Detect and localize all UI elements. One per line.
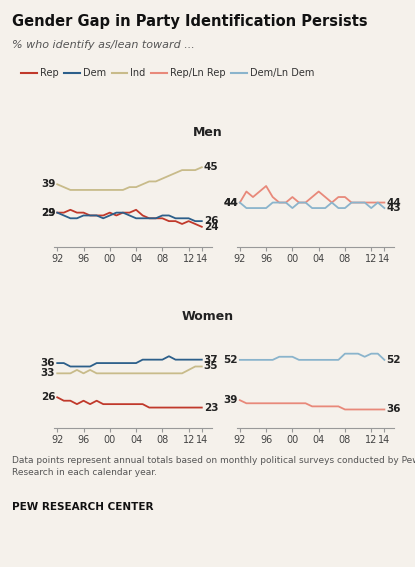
Text: 37: 37	[204, 354, 218, 365]
Text: 35: 35	[204, 362, 218, 371]
Text: 39: 39	[224, 395, 238, 405]
Text: 44: 44	[223, 197, 238, 208]
Text: 23: 23	[204, 403, 218, 413]
Legend: Rep, Dem, Ind, Rep/Ln Rep, Dem/Ln Dem: Rep, Dem, Ind, Rep/Ln Rep, Dem/Ln Dem	[17, 65, 318, 82]
Text: 33: 33	[41, 369, 55, 378]
Text: 29: 29	[41, 208, 55, 218]
Text: 39: 39	[41, 179, 55, 189]
Text: 44: 44	[223, 197, 238, 208]
Text: 36: 36	[41, 358, 55, 368]
Text: Data points represent annual totals based on monthly political surveys conducted: Data points represent annual totals base…	[12, 456, 415, 477]
Text: 26: 26	[41, 392, 55, 403]
Text: 26: 26	[204, 216, 218, 226]
Text: 45: 45	[204, 162, 218, 172]
Text: 36: 36	[386, 404, 401, 414]
Text: 29: 29	[41, 208, 55, 218]
Text: Men: Men	[193, 126, 222, 139]
Text: Gender Gap in Party Identification Persists: Gender Gap in Party Identification Persi…	[12, 14, 368, 29]
Text: Women: Women	[181, 310, 234, 323]
Text: % who identify as/lean toward ...: % who identify as/lean toward ...	[12, 40, 195, 50]
Text: 43: 43	[386, 203, 401, 213]
Text: PEW RESEARCH CENTER: PEW RESEARCH CENTER	[12, 502, 154, 512]
Text: 44: 44	[386, 197, 401, 208]
Text: 52: 52	[386, 355, 401, 365]
Text: 52: 52	[223, 355, 238, 365]
Text: 24: 24	[204, 222, 218, 232]
